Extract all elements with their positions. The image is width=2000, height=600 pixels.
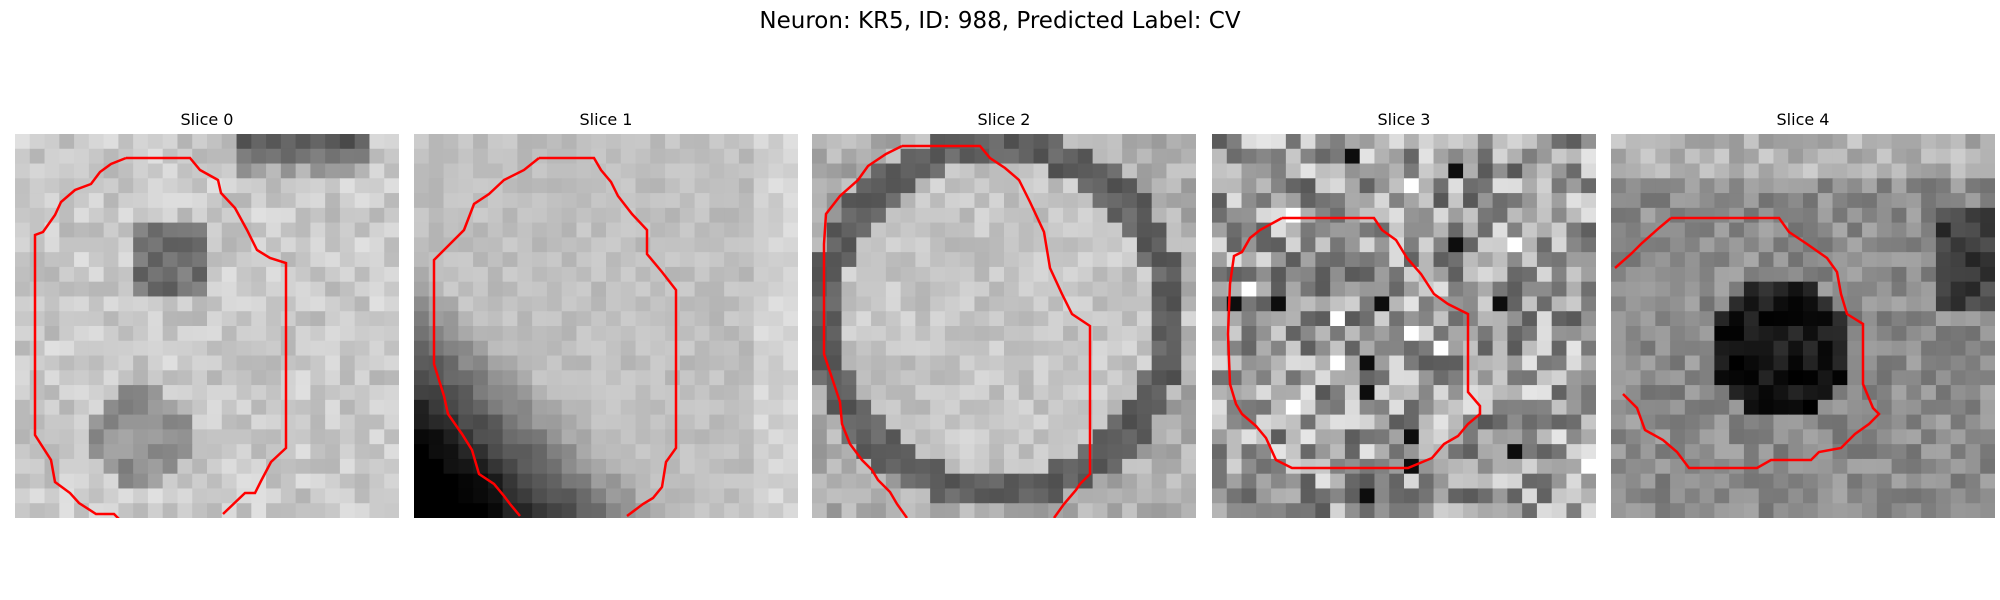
slice-title: Slice 0 (180, 110, 234, 129)
slice-title: Slice 1 (579, 110, 633, 129)
slice-image (1212, 134, 1596, 518)
slice-panel-2: Slice 2 (812, 110, 1196, 518)
slice-image (414, 134, 798, 518)
cell-contour (126, 156, 288, 515)
cell-contour-left (432, 157, 540, 517)
slice-panel-3: Slice 3 (1212, 110, 1596, 518)
slice-image (15, 134, 399, 518)
slice-image (1611, 134, 1995, 518)
cell-contour-left (822, 144, 909, 518)
cell-contour (1226, 216, 1482, 470)
slice-panel-1: Slice 1 (414, 110, 798, 518)
cell-contour (1622, 216, 1881, 470)
slice-panel-4: Slice 4 (1611, 110, 1995, 518)
slice-image (812, 134, 1196, 518)
cell-contour (539, 156, 678, 517)
cell-contour-left (33, 156, 127, 518)
cell-contour (902, 144, 1092, 518)
slice-title: Slice 2 (977, 110, 1031, 129)
cell-contour-upper (1614, 217, 1672, 269)
figure-title: Neuron: KR5, ID: 988, Predicted Label: C… (759, 8, 1241, 34)
slice-title: Slice 3 (1377, 110, 1431, 129)
slice-panel-0: Slice 0 (15, 110, 399, 518)
slice-title: Slice 4 (1776, 110, 1830, 129)
